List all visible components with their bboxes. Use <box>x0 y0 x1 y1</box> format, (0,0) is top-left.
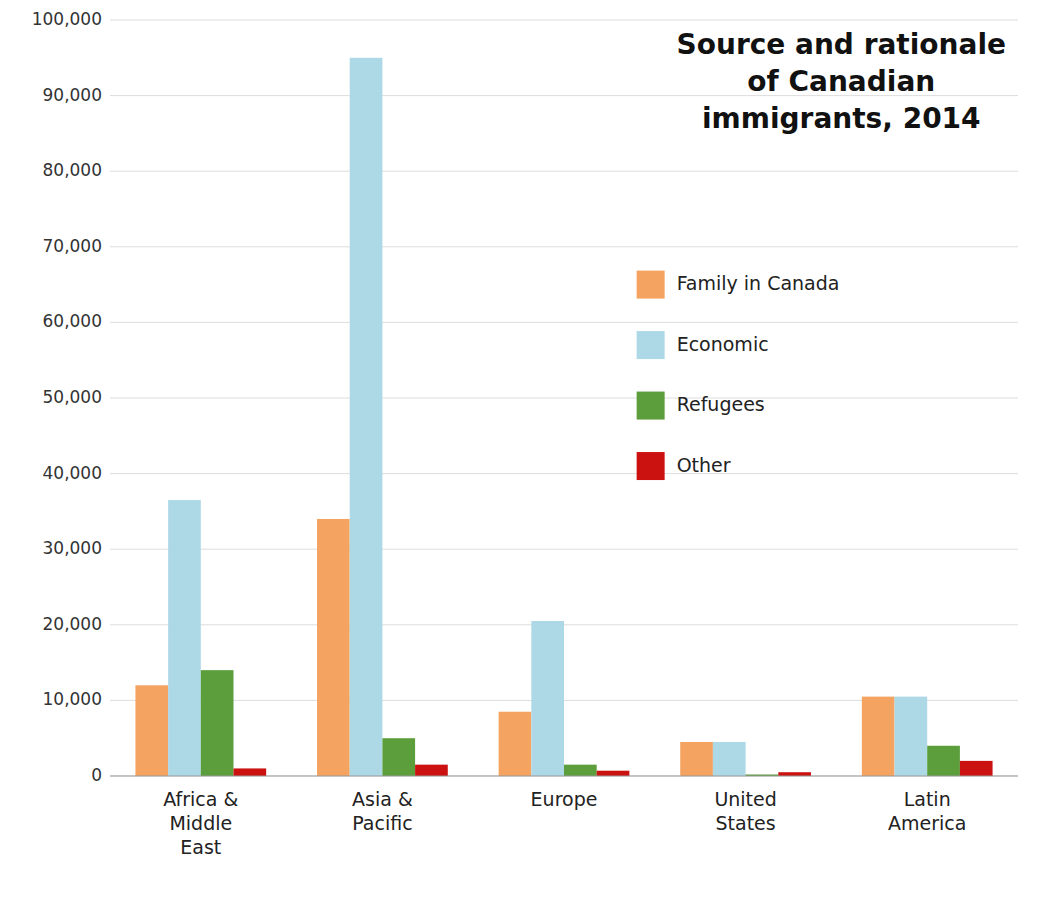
bar <box>317 519 350 776</box>
grid-line <box>110 398 1018 399</box>
bar <box>168 500 201 776</box>
bar <box>350 58 383 776</box>
legend-label: Economic <box>677 333 769 355</box>
y-tick-label: 30,000 <box>43 538 102 558</box>
x-tick-label-line: Pacific <box>352 812 412 834</box>
bar <box>415 765 448 776</box>
bar <box>778 772 811 776</box>
x-axis: Africa &MiddleEast Asia &Pacific Europe Uni… <box>163 788 966 858</box>
legend-label: Family in Canada <box>677 272 840 294</box>
bar <box>597 771 630 776</box>
x-tick-label: Asia &Pacific <box>352 788 413 834</box>
legend-swatch <box>637 331 665 359</box>
bar <box>862 697 895 776</box>
x-tick-label-line: Asia & <box>352 788 413 810</box>
grid-line <box>110 246 1018 247</box>
bar <box>713 742 746 776</box>
title-line: immigrants, 2014 <box>702 102 981 135</box>
grid-line <box>110 171 1018 172</box>
y-tick-label: 10,000 <box>43 689 102 709</box>
bars <box>135 58 992 776</box>
legend-swatch <box>637 452 665 480</box>
legend-label: Refugees <box>677 393 765 415</box>
x-tick-label-line: United <box>714 788 776 810</box>
title-line: of Canadian <box>747 65 935 98</box>
legend-label: Other <box>677 454 731 476</box>
title: Source and rationale of Canadian immigrant… <box>677 28 1006 135</box>
x-tick-label-line: Europe <box>531 788 598 810</box>
y-tick-label: 90,000 <box>43 85 102 105</box>
bar <box>680 742 713 776</box>
bar <box>895 697 928 776</box>
y-tick-label: 50,000 <box>43 387 102 407</box>
chart-container: 0 10,000 20,000 30,000 40,000 50,000 60,000 70,… <box>0 0 1038 906</box>
y-tick-label: 40,000 <box>43 463 102 483</box>
bar <box>201 670 234 776</box>
x-tick-label: UnitedStates <box>714 788 776 834</box>
x-tick-label: Europe <box>531 788 598 810</box>
title-line: Source and rationale <box>677 28 1006 61</box>
x-tick-label-line: America <box>888 812 966 834</box>
bar <box>960 761 993 776</box>
grid-line <box>110 322 1018 323</box>
y-tick-label: 80,000 <box>43 160 102 180</box>
legend-swatch <box>637 392 665 420</box>
chart-svg: 0 10,000 20,000 30,000 40,000 50,000 60,000 70,… <box>0 0 1038 906</box>
y-tick-label: 0 <box>91 765 102 785</box>
legend: Family in Canada Economic Refugees Other <box>637 271 840 480</box>
background <box>0 0 1038 906</box>
x-axis-line <box>110 776 1018 777</box>
bar <box>135 685 168 776</box>
x-tick-label: LatinAmerica <box>888 788 966 834</box>
bar <box>233 768 266 776</box>
x-tick-label-line: States <box>715 812 775 834</box>
bar <box>499 712 532 776</box>
bar <box>564 765 597 776</box>
x-tick-label-line: Africa & <box>163 788 238 810</box>
bar <box>531 621 564 776</box>
x-tick-label-line: Middle <box>169 812 232 834</box>
grid-line <box>110 776 1018 777</box>
bar <box>382 738 415 776</box>
y-axis: 0 10,000 20,000 30,000 40,000 50,000 60,000 70,… <box>32 9 1018 785</box>
x-tick-label-line: East <box>180 836 221 858</box>
y-tick-label: 70,000 <box>43 236 102 256</box>
grid-line <box>110 549 1018 550</box>
y-tick-label: 20,000 <box>43 614 102 634</box>
bar <box>927 746 960 776</box>
x-tick-label-line: Latin <box>904 788 951 810</box>
grid-line <box>110 20 1018 21</box>
y-tick-label: 100,000 <box>32 9 102 29</box>
legend-swatch <box>637 271 665 299</box>
grid-line <box>110 473 1018 474</box>
y-tick-label: 60,000 <box>43 311 102 331</box>
x-tick-label: Africa &MiddleEast <box>163 788 238 858</box>
